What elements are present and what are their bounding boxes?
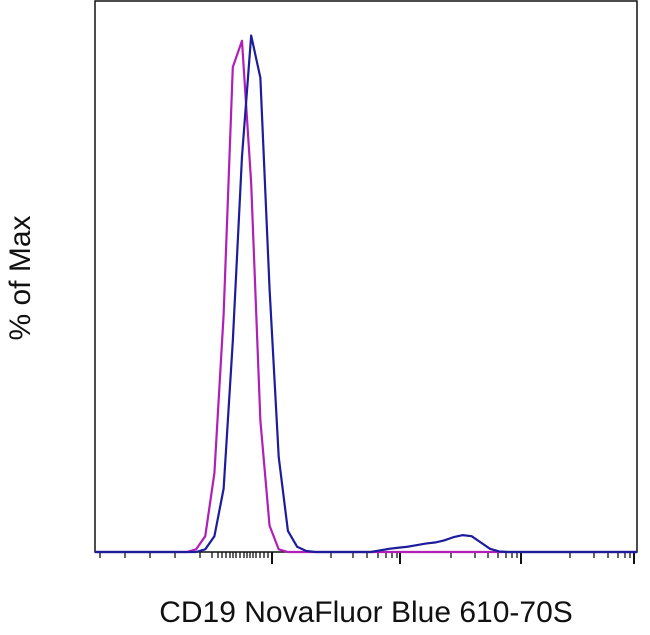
x-axis-label: CD19 NovaFluor Blue 610-70S <box>159 596 573 629</box>
y-axis-label: % of Max <box>4 215 37 340</box>
x-axis-ticks <box>99 552 635 564</box>
series-line <box>95 34 637 554</box>
series-line <box>95 39 637 554</box>
plot-frame <box>94 0 638 553</box>
